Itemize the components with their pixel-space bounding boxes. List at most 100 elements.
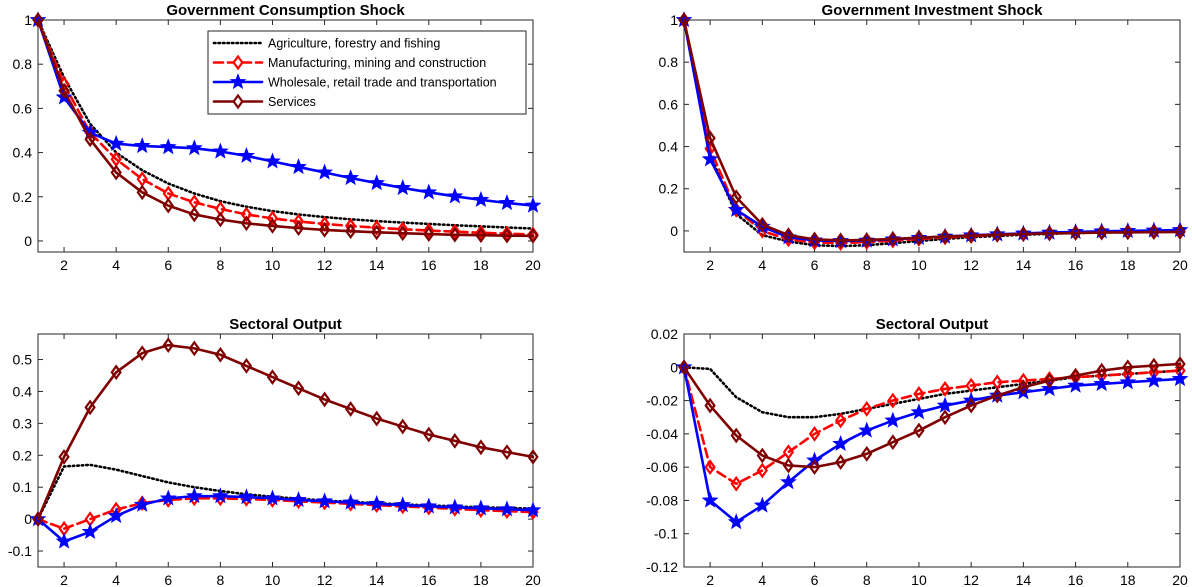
data-point-wholesale bbox=[1093, 375, 1111, 392]
data-point-services bbox=[861, 232, 873, 248]
series-group bbox=[29, 337, 542, 549]
legend: Agriculture, forestry and fishing Manufac… bbox=[207, 30, 527, 115]
data-point-services bbox=[240, 358, 253, 374]
data-point-manufacturing bbox=[808, 425, 821, 442]
series-group bbox=[29, 11, 542, 244]
data-point-services bbox=[84, 131, 96, 148]
data-point-wholesale bbox=[238, 488, 255, 505]
data-point-wholesale bbox=[446, 187, 464, 204]
data-point-services bbox=[32, 511, 44, 528]
x-tick-label: 2 bbox=[60, 572, 68, 587]
data-point-services bbox=[678, 359, 690, 376]
data-point-wholesale bbox=[727, 513, 745, 530]
y-tick-label: 0.2 bbox=[13, 189, 33, 205]
data-point-wholesale bbox=[420, 497, 438, 514]
x-tick-label: 4 bbox=[112, 572, 120, 587]
y-tick-label: 1 bbox=[24, 12, 32, 28]
x-tick-label: 6 bbox=[811, 572, 819, 587]
data-point-manufacturing bbox=[423, 222, 435, 239]
x-tick-label: 18 bbox=[1120, 572, 1136, 587]
data-point-services bbox=[913, 229, 925, 246]
y-tick-label: -0.12 bbox=[646, 559, 678, 575]
y-tick-label: 0 bbox=[24, 511, 32, 527]
data-point-services bbox=[704, 130, 716, 146]
data-point-services bbox=[58, 82, 70, 99]
data-point-wholesale bbox=[780, 473, 797, 490]
data-point-services bbox=[214, 346, 227, 363]
data-point-wholesale bbox=[472, 191, 490, 208]
y-tick-label: 0.8 bbox=[659, 54, 679, 70]
data-point-wholesale bbox=[832, 434, 850, 451]
data-point-services bbox=[965, 227, 977, 244]
data-point-manufacturing bbox=[756, 462, 768, 479]
data-point-wholesale bbox=[55, 532, 73, 549]
data-point-wholesale bbox=[498, 500, 516, 517]
x-tick-label: 12 bbox=[963, 257, 979, 273]
y-tick-label: 0.5 bbox=[13, 352, 33, 368]
x-tick-label: 12 bbox=[963, 572, 979, 587]
x-tick-label: 20 bbox=[525, 572, 541, 587]
x-tick-label: 18 bbox=[473, 257, 489, 273]
y-tick-label: 0.8 bbox=[13, 56, 33, 72]
data-point-wholesale bbox=[368, 174, 386, 191]
chart-title: Sectoral Output bbox=[229, 316, 342, 333]
data-point-wholesale bbox=[524, 501, 542, 518]
legend-marker-wholesale bbox=[229, 73, 247, 90]
data-point-wholesale bbox=[936, 396, 954, 413]
x-tick-label: 6 bbox=[164, 257, 172, 273]
x-tick-label: 4 bbox=[758, 572, 766, 587]
y-tick-label: 0.02 bbox=[651, 326, 678, 342]
data-point-wholesale bbox=[394, 179, 412, 196]
legend-marker-services bbox=[232, 93, 244, 110]
data-point-wholesale bbox=[211, 487, 229, 504]
data-point-services bbox=[110, 364, 122, 381]
data-point-manufacturing bbox=[913, 386, 925, 402]
data-point-services bbox=[1122, 224, 1134, 241]
data-point-wholesale bbox=[238, 147, 255, 164]
data-point-services bbox=[782, 457, 795, 474]
data-point-services bbox=[397, 418, 409, 435]
legend-label-services: Services bbox=[268, 95, 316, 109]
data-point-services bbox=[449, 226, 461, 243]
data-point-wholesale bbox=[290, 491, 307, 508]
series-group bbox=[675, 356, 1189, 530]
data-point-services bbox=[188, 340, 200, 357]
y-tick-label: 0.2 bbox=[659, 181, 679, 197]
series-group bbox=[675, 11, 1189, 252]
data-point-wholesale bbox=[316, 492, 333, 509]
data-point-services bbox=[527, 449, 539, 465]
x-tick-label: 4 bbox=[112, 257, 120, 273]
data-point-wholesale bbox=[316, 163, 333, 180]
data-point-services bbox=[991, 226, 1003, 243]
data-point-wholesale bbox=[211, 142, 229, 159]
data-point-wholesale bbox=[107, 507, 125, 524]
data-point-services bbox=[318, 391, 331, 408]
x-tick-label: 20 bbox=[1172, 257, 1188, 273]
data-point-manufacturing bbox=[397, 221, 409, 238]
data-point-services bbox=[834, 232, 847, 249]
data-point-services bbox=[704, 397, 716, 414]
data-point-services bbox=[292, 380, 305, 397]
x-tick-label: 14 bbox=[369, 257, 385, 273]
data-point-wholesale bbox=[133, 495, 151, 512]
data-point-manufacturing bbox=[965, 377, 977, 394]
data-point-services bbox=[965, 397, 977, 414]
data-point-manufacturing bbox=[730, 475, 742, 492]
legend-box bbox=[207, 30, 527, 115]
x-tick-label: 14 bbox=[1016, 572, 1032, 587]
x-tick-label: 6 bbox=[811, 257, 819, 273]
data-point-wholesale bbox=[524, 196, 542, 213]
data-point-wholesale bbox=[498, 194, 516, 211]
x-tick-label: 2 bbox=[60, 257, 68, 273]
series-line-agriculture bbox=[36, 463, 535, 521]
x-tick-label: 18 bbox=[473, 572, 489, 587]
y-tick-label: -0.1 bbox=[654, 526, 678, 542]
x-tick-label: 8 bbox=[863, 257, 871, 273]
x-tick-label: 20 bbox=[1172, 572, 1188, 587]
data-point-manufacturing bbox=[371, 219, 383, 236]
data-point-services bbox=[808, 459, 821, 476]
data-point-services bbox=[240, 215, 253, 232]
data-point-services bbox=[1148, 224, 1160, 241]
data-point-wholesale bbox=[858, 421, 876, 438]
y-tick-label: -0.06 bbox=[646, 459, 678, 475]
